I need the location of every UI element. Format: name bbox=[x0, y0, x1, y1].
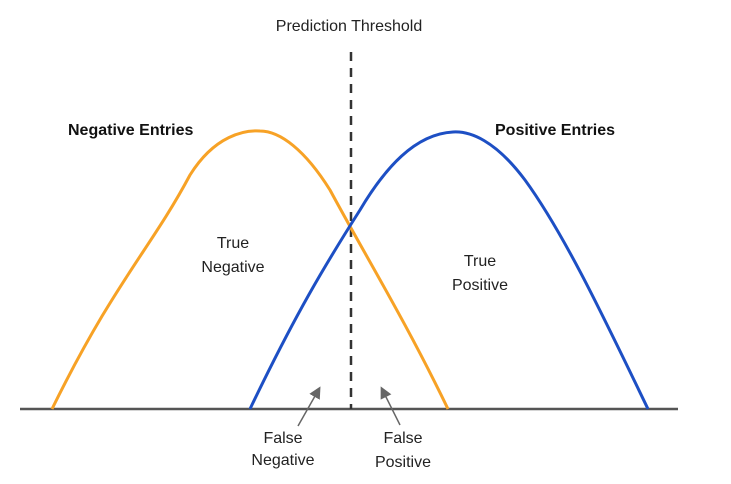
negative-entries-title: Negative Entries bbox=[68, 122, 193, 139]
negative-distribution-curve bbox=[50, 129, 450, 410]
false-negative-label-line1: False bbox=[263, 430, 302, 447]
true-positive-label-line1: True bbox=[464, 253, 496, 270]
false-negative-arrow bbox=[297, 386, 321, 427]
positive-distribution-curve bbox=[248, 130, 650, 410]
threshold-label: Prediction Threshold bbox=[276, 18, 422, 35]
false-negative-label-line2: Negative bbox=[251, 452, 314, 469]
positive-entries-title: Positive Entries bbox=[495, 122, 615, 139]
true-negative-label-line2: Negative bbox=[201, 259, 264, 276]
true-positive-label-line2: Positive bbox=[452, 277, 508, 294]
false-positive-arrow bbox=[380, 386, 401, 426]
false-positive-label-line1: False bbox=[383, 430, 422, 447]
false-positive-label-line2: Positive bbox=[375, 454, 431, 471]
true-negative-label-line1: True bbox=[217, 235, 249, 252]
